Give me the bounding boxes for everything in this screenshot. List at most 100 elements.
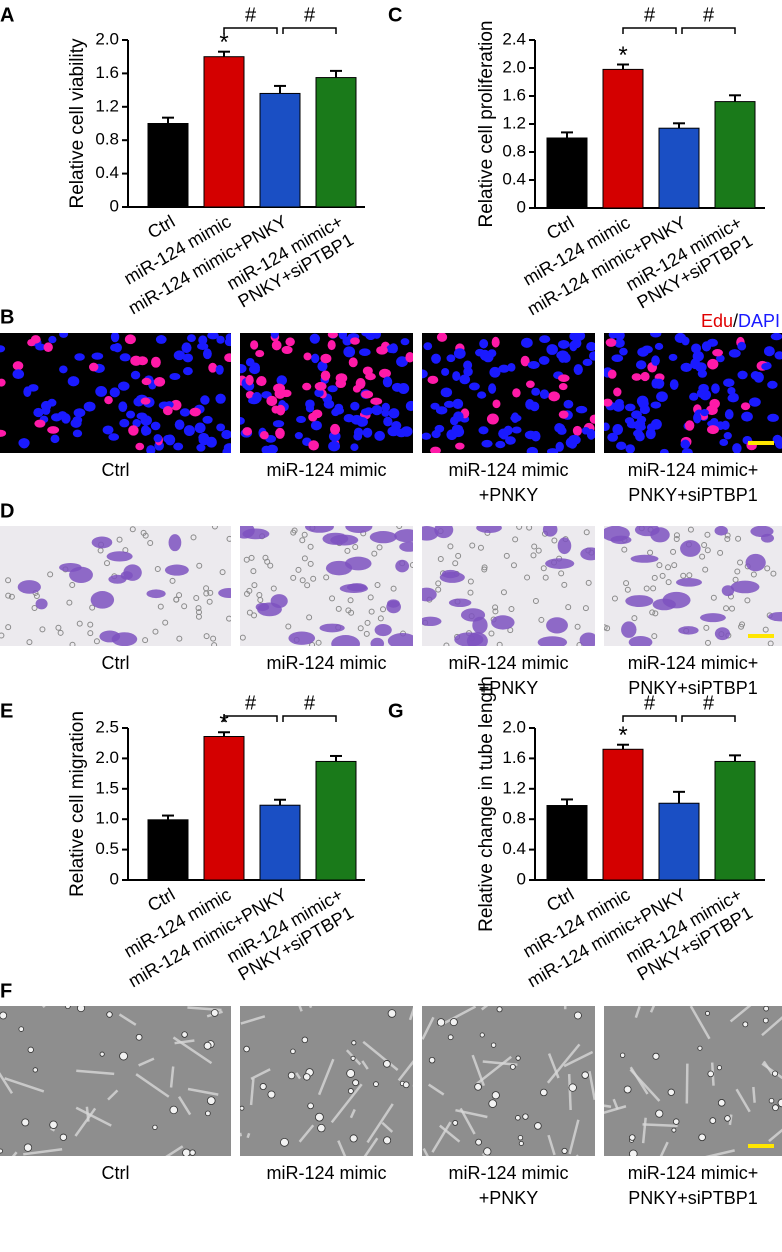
nucleus [469, 382, 480, 391]
stain-legend: Edu/DAPI [701, 311, 780, 331]
nucleus [689, 392, 699, 401]
bar [147, 819, 189, 881]
nucleus [12, 369, 25, 380]
nucleus [716, 354, 725, 363]
nucleus [455, 442, 465, 450]
nucleus [215, 364, 224, 375]
pore [623, 580, 630, 587]
pore [665, 579, 672, 586]
pore [66, 599, 73, 606]
pore [659, 572, 666, 579]
panel-label: C [388, 4, 402, 26]
cell [491, 1091, 500, 1100]
pore [380, 606, 387, 613]
cell [621, 621, 637, 638]
nucleus [378, 368, 391, 378]
nucleus [740, 402, 751, 411]
nucleus [327, 333, 338, 339]
nucleus [631, 410, 642, 419]
pore [762, 626, 769, 633]
bracket [622, 27, 677, 34]
nucleus [635, 431, 645, 442]
nucleus [453, 411, 464, 422]
significance-star: * [219, 710, 228, 737]
nucleus [95, 385, 108, 397]
cell [99, 1051, 105, 1057]
cell [671, 1127, 677, 1133]
cell [218, 588, 231, 599]
pore [686, 572, 693, 579]
nucleus [352, 385, 361, 393]
image-caption: miR-124 mimic [266, 653, 386, 673]
pore [704, 639, 711, 646]
nucleus [572, 338, 582, 349]
nucleus [327, 340, 336, 351]
nucleus [0, 378, 6, 387]
nucleus [118, 401, 128, 412]
nucleus [372, 333, 382, 339]
pore [703, 624, 710, 631]
nucleus [124, 334, 136, 345]
cell [721, 585, 735, 597]
pore [739, 621, 746, 628]
cell [240, 1105, 245, 1111]
image-caption: Ctrl [102, 653, 130, 673]
nucleus [155, 335, 167, 344]
bracket-mark: # [644, 4, 656, 26]
panel-label: F [0, 980, 12, 1002]
nucleus [529, 401, 540, 412]
pore [190, 534, 197, 541]
micrograph-content [0, 526, 231, 646]
y-axis-title: Relative cell migration [67, 711, 88, 897]
pore [724, 532, 731, 539]
nucleus [353, 427, 364, 438]
nucleus [654, 342, 664, 350]
nucleus [43, 342, 53, 352]
bracket-mark: # [245, 692, 257, 714]
pore [744, 597, 751, 604]
nucleus [350, 337, 360, 345]
nucleus [309, 333, 320, 344]
bar [259, 92, 301, 208]
nucleus [173, 442, 184, 451]
tube [761, 1062, 782, 1080]
y-tick-label: 0.8 [95, 130, 119, 149]
nucleus [34, 419, 46, 428]
nucleus [527, 361, 540, 369]
nucleus [102, 425, 114, 435]
pore [251, 612, 258, 619]
micrograph [604, 1006, 782, 1156]
nucleus [422, 432, 432, 440]
tube [295, 1072, 302, 1080]
nucleus [498, 364, 510, 373]
nucleus [589, 351, 595, 361]
cell [290, 1048, 296, 1054]
nucleus [317, 361, 328, 372]
nucleus [381, 402, 391, 412]
pore [737, 559, 744, 566]
y-tick-label: 2.0 [502, 717, 526, 736]
cell [434, 526, 454, 539]
pore [290, 529, 297, 536]
image-bg [422, 1006, 595, 1156]
nucleus [198, 432, 209, 442]
cell [745, 553, 766, 572]
nucleus [427, 375, 439, 384]
micrograph-content [604, 333, 782, 453]
cell [714, 526, 728, 536]
pore [390, 585, 397, 592]
pore [558, 570, 565, 577]
tube [330, 1083, 363, 1124]
pore [309, 641, 316, 646]
cell [351, 1040, 357, 1046]
y-axis-title: Relative change in tube length [476, 676, 497, 932]
nucleus [656, 391, 668, 402]
cell [568, 1083, 577, 1092]
pore [531, 543, 538, 550]
pore [207, 589, 214, 596]
pore [492, 604, 499, 611]
cell [623, 1085, 632, 1094]
nucleus [362, 366, 373, 376]
tube [649, 1006, 656, 1013]
image-caption: +PNKY [479, 1188, 539, 1208]
